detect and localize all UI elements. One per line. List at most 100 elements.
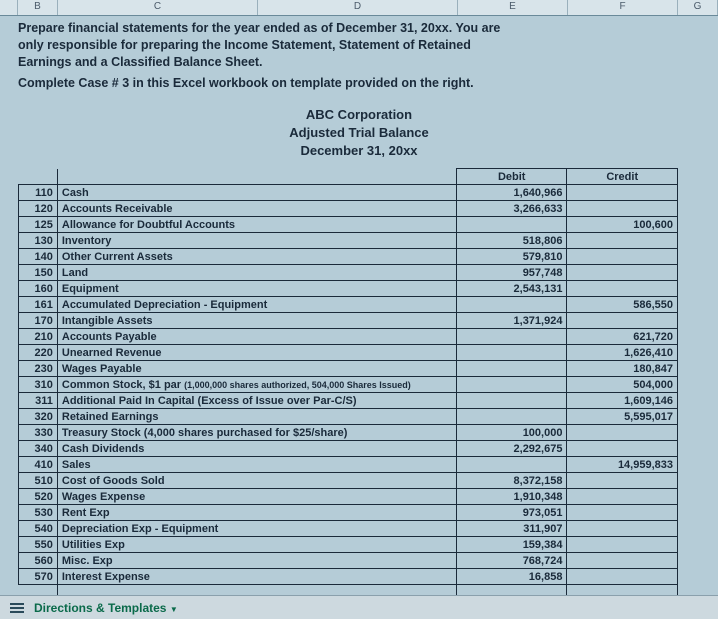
credit-cell[interactable] bbox=[567, 473, 678, 489]
table-row[interactable]: 311Additional Paid In Capital (Excess of… bbox=[19, 393, 678, 409]
debit-cell[interactable]: 3,266,633 bbox=[456, 201, 567, 217]
table-row[interactable]: 220Unearned Revenue1,626,410 bbox=[19, 345, 678, 361]
account-number: 170 bbox=[19, 313, 58, 329]
table-row[interactable]: 120Accounts Receivable3,266,633 bbox=[19, 201, 678, 217]
table-row[interactable]: 170Intangible Assets1,371,924 bbox=[19, 313, 678, 329]
credit-cell[interactable] bbox=[567, 505, 678, 521]
credit-cell[interactable]: 504,000 bbox=[567, 377, 678, 393]
table-row[interactable]: 210Accounts Payable621,720 bbox=[19, 329, 678, 345]
table-row[interactable]: 560Misc. Exp768,724 bbox=[19, 553, 678, 569]
credit-cell[interactable]: 1,609,146 bbox=[567, 393, 678, 409]
debit-cell[interactable]: 1,910,348 bbox=[456, 489, 567, 505]
credit-cell[interactable] bbox=[567, 537, 678, 553]
table-row[interactable]: 330Treasury Stock (4,000 shares purchase… bbox=[19, 425, 678, 441]
account-number: 161 bbox=[19, 297, 58, 313]
credit-cell[interactable]: 100,600 bbox=[567, 217, 678, 233]
debit-cell[interactable] bbox=[456, 297, 567, 313]
debit-cell[interactable] bbox=[456, 361, 567, 377]
account-name: Cash bbox=[57, 185, 456, 201]
col-c: C bbox=[58, 0, 258, 15]
table-row[interactable]: 125Allowance for Doubtful Accounts100,60… bbox=[19, 217, 678, 233]
table-row[interactable]: 320Retained Earnings5,595,017 bbox=[19, 409, 678, 425]
debit-cell[interactable] bbox=[456, 409, 567, 425]
table-row[interactable]: 510Cost of Goods Sold8,372,158 bbox=[19, 473, 678, 489]
credit-cell[interactable] bbox=[567, 425, 678, 441]
credit-cell[interactable] bbox=[567, 201, 678, 217]
table-row[interactable]: 540Depreciation Exp - Equipment311,907 bbox=[19, 521, 678, 537]
credit-cell[interactable] bbox=[567, 185, 678, 201]
table-row[interactable]: 230Wages Payable180,847 bbox=[19, 361, 678, 377]
debit-cell[interactable] bbox=[456, 393, 567, 409]
instruction-line: Complete Case # 3 in this Excel workbook… bbox=[18, 75, 710, 92]
debit-cell[interactable]: 973,051 bbox=[456, 505, 567, 521]
table-row[interactable]: 150Land957,748 bbox=[19, 265, 678, 281]
debit-cell[interactable]: 159,384 bbox=[456, 537, 567, 553]
account-number: 150 bbox=[19, 265, 58, 281]
account-name: Additional Paid In Capital (Excess of Is… bbox=[57, 393, 456, 409]
debit-cell[interactable]: 8,372,158 bbox=[456, 473, 567, 489]
credit-cell[interactable] bbox=[567, 265, 678, 281]
sheet-tab-active[interactable]: Directions & Templates ▼ bbox=[34, 601, 178, 615]
credit-cell[interactable]: 586,550 bbox=[567, 297, 678, 313]
debit-cell[interactable]: 311,907 bbox=[456, 521, 567, 537]
credit-cell[interactable] bbox=[567, 281, 678, 297]
instruction-line: only responsible for preparing the Incom… bbox=[18, 37, 710, 54]
table-row[interactable]: 340Cash Dividends2,292,675 bbox=[19, 441, 678, 457]
table-row[interactable]: 130Inventory518,806 bbox=[19, 233, 678, 249]
debit-cell[interactable]: 518,806 bbox=[456, 233, 567, 249]
col-a-stub bbox=[0, 0, 18, 15]
report-date: December 31, 20xx bbox=[0, 142, 718, 160]
account-name: Land bbox=[57, 265, 456, 281]
table-row[interactable]: 520Wages Expense1,910,348 bbox=[19, 489, 678, 505]
credit-cell[interactable] bbox=[567, 313, 678, 329]
debit-cell[interactable]: 16,858 bbox=[456, 569, 567, 585]
debit-cell[interactable] bbox=[456, 377, 567, 393]
table-row[interactable]: 160Equipment2,543,131 bbox=[19, 281, 678, 297]
debit-cell[interactable] bbox=[456, 345, 567, 361]
debit-cell[interactable]: 100,000 bbox=[456, 425, 567, 441]
debit-cell[interactable] bbox=[456, 329, 567, 345]
report-name: Adjusted Trial Balance bbox=[0, 124, 718, 142]
col-g: G bbox=[678, 0, 718, 15]
table-row[interactable]: 140Other Current Assets579,810 bbox=[19, 249, 678, 265]
credit-cell[interactable] bbox=[567, 233, 678, 249]
credit-cell[interactable]: 1,626,410 bbox=[567, 345, 678, 361]
account-number: 310 bbox=[19, 377, 58, 393]
debit-cell[interactable]: 768,724 bbox=[456, 553, 567, 569]
account-number: 220 bbox=[19, 345, 58, 361]
credit-cell[interactable] bbox=[567, 249, 678, 265]
credit-cell[interactable]: 621,720 bbox=[567, 329, 678, 345]
credit-cell[interactable]: 5,595,017 bbox=[567, 409, 678, 425]
account-name: Allowance for Doubtful Accounts bbox=[57, 217, 456, 233]
sheets-menu-icon[interactable] bbox=[10, 603, 24, 613]
table-row[interactable]: 570Interest Expense16,858 bbox=[19, 569, 678, 585]
credit-cell[interactable]: 14,959,833 bbox=[567, 457, 678, 473]
tab-dropdown-icon[interactable]: ▼ bbox=[170, 605, 178, 614]
credit-cell[interactable] bbox=[567, 569, 678, 585]
credit-cell[interactable] bbox=[567, 489, 678, 505]
table-row[interactable]: 110Cash1,640,966 bbox=[19, 185, 678, 201]
instruction-line: Prepare financial statements for the yea… bbox=[18, 20, 710, 37]
credit-cell[interactable]: 180,847 bbox=[567, 361, 678, 377]
account-number: 520 bbox=[19, 489, 58, 505]
account-name: Treasury Stock (4,000 shares purchased f… bbox=[57, 425, 456, 441]
debit-cell[interactable]: 957,748 bbox=[456, 265, 567, 281]
debit-cell[interactable]: 1,371,924 bbox=[456, 313, 567, 329]
account-name: Cash Dividends bbox=[57, 441, 456, 457]
credit-cell[interactable] bbox=[567, 441, 678, 457]
table-row[interactable]: 161Accumulated Depreciation - Equipment5… bbox=[19, 297, 678, 313]
table-row[interactable]: 530Rent Exp973,051 bbox=[19, 505, 678, 521]
debit-cell[interactable] bbox=[456, 457, 567, 473]
account-number: 330 bbox=[19, 425, 58, 441]
debit-cell[interactable]: 579,810 bbox=[456, 249, 567, 265]
table-header-row: Debit Credit bbox=[19, 169, 678, 185]
table-row[interactable]: 310Common Stock, $1 par (1,000,000 share… bbox=[19, 377, 678, 393]
table-row[interactable]: 410Sales14,959,833 bbox=[19, 457, 678, 473]
debit-cell[interactable] bbox=[456, 217, 567, 233]
debit-cell[interactable]: 2,292,675 bbox=[456, 441, 567, 457]
debit-cell[interactable]: 1,640,966 bbox=[456, 185, 567, 201]
debit-cell[interactable]: 2,543,131 bbox=[456, 281, 567, 297]
credit-cell[interactable] bbox=[567, 553, 678, 569]
credit-cell[interactable] bbox=[567, 521, 678, 537]
table-row[interactable]: 550Utilities Exp159,384 bbox=[19, 537, 678, 553]
